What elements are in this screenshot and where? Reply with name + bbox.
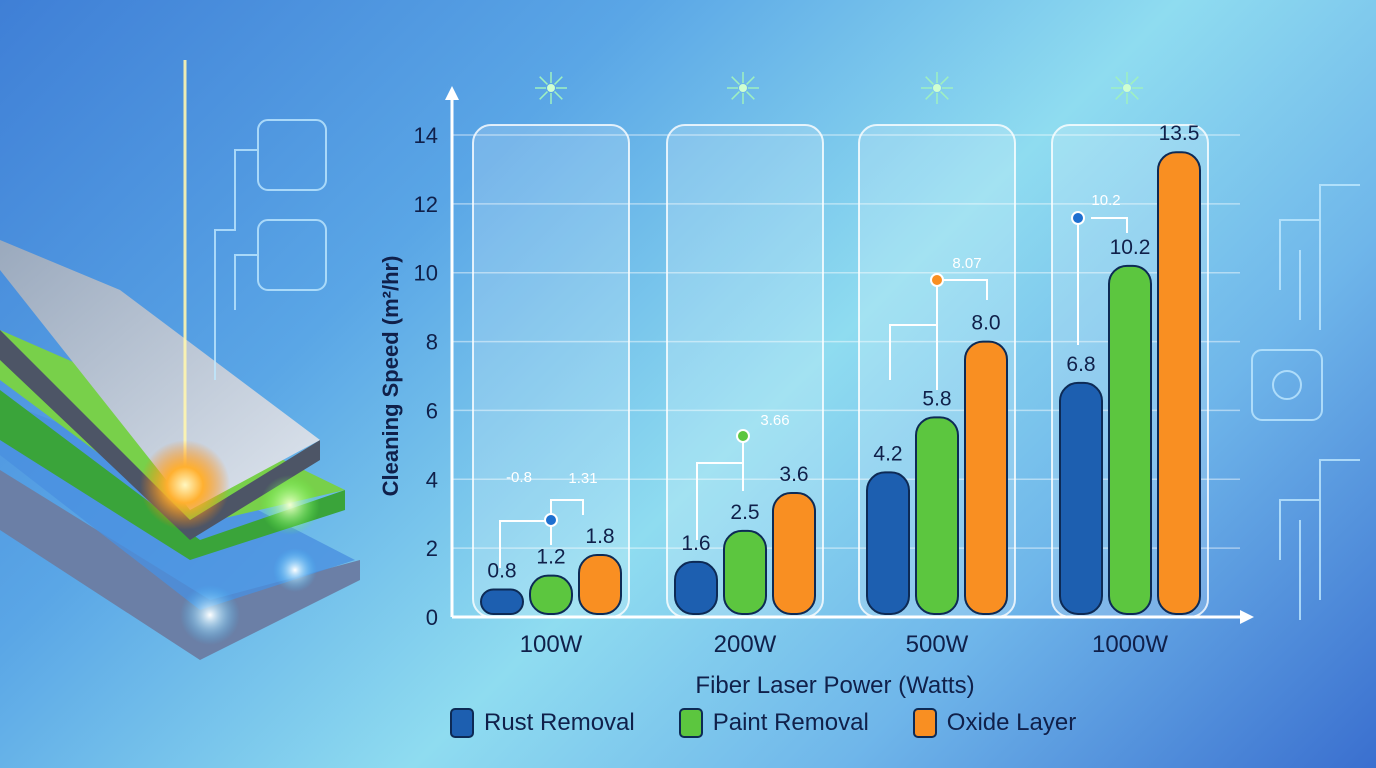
- annotation-marker: [544, 513, 558, 527]
- data-label: 13.5: [1159, 122, 1200, 145]
- data-label: 8.0: [971, 312, 1000, 335]
- laser-burst-icon: [1115, 76, 1124, 85]
- data-label: 1.2: [536, 546, 565, 569]
- data-label: 5.8: [922, 387, 951, 410]
- y-tick-label: 12: [414, 192, 438, 217]
- laser-burst-icon: [940, 76, 949, 85]
- bar-rust-removal: [480, 588, 524, 616]
- annotation-label: 1.31: [568, 470, 597, 487]
- data-label: 0.8: [487, 559, 516, 582]
- x-axis-arrow: [1240, 610, 1254, 624]
- annotation-bracket: [889, 279, 988, 390]
- legend-label: Paint Removal: [712, 709, 869, 736]
- bar-oxide-layer: [772, 492, 816, 615]
- y-tick-label: 2: [426, 536, 438, 561]
- x-tick-label: 500W: [906, 631, 969, 658]
- x-tick-label: 1000W: [1092, 631, 1168, 658]
- laser-burst-icon: [739, 84, 747, 92]
- x-tick-label: 200W: [714, 631, 777, 658]
- data-label: 2.5: [730, 501, 759, 524]
- bar-rust-removal: [1059, 381, 1103, 615]
- bar-paint-removal: [1108, 264, 1152, 615]
- laser-burst-icon: [1115, 91, 1124, 100]
- laser-burst-icon: [731, 76, 740, 85]
- laser-burst-icon: [1130, 76, 1139, 85]
- laser-burst-icon: [1123, 84, 1131, 92]
- annotation-label: -0.8: [506, 469, 532, 486]
- bar-paint-removal: [723, 529, 767, 616]
- legend: Rust Removal Paint Removal Oxide Layer: [450, 708, 1076, 738]
- laser-burst-icon: [746, 76, 755, 85]
- bar-oxide-layer: [578, 554, 622, 615]
- laser-burst-icon: [1130, 91, 1139, 100]
- annotation-marker: [1071, 211, 1085, 225]
- annotation-marker: [930, 273, 944, 287]
- y-tick-label: 8: [426, 330, 438, 355]
- y-tick-label: 10: [414, 261, 438, 286]
- laser-burst-icon: [554, 91, 563, 100]
- y-tick-label: 0: [426, 605, 438, 630]
- bar-paint-removal: [915, 416, 959, 616]
- blue-plate: [0, 470, 360, 660]
- bar-rust-removal: [674, 560, 718, 616]
- annotation-bracket: [1077, 217, 1128, 345]
- legend-swatch-rust: [450, 708, 474, 738]
- laser-burst-icon: [940, 91, 949, 100]
- legend-item-rust: Rust Removal: [450, 708, 635, 738]
- y-tick-label: 4: [426, 467, 438, 492]
- laser-burst-icon: [925, 91, 934, 100]
- bar-oxide-layer: [1157, 151, 1201, 615]
- annotation-marker: [736, 429, 750, 443]
- bar-paint-removal: [529, 574, 573, 616]
- annotation-label: 3.66: [760, 412, 789, 429]
- laser-burst-icon: [539, 76, 548, 85]
- y-axis-arrow: [445, 86, 459, 100]
- data-label: 10.2: [1110, 236, 1151, 259]
- laser-burst-icon: [554, 76, 563, 85]
- annotation-label: 10.2: [1091, 192, 1120, 209]
- data-label: 4.2: [873, 442, 902, 465]
- laser-burst-icon: [547, 84, 555, 92]
- laser-burst-icon: [933, 84, 941, 92]
- legend-label: Oxide Layer: [946, 709, 1077, 736]
- legend-swatch-oxide: [912, 708, 937, 738]
- legend-label: Rust Removal: [484, 709, 635, 736]
- y-tick-label: 6: [426, 398, 438, 423]
- bar-oxide-layer: [964, 340, 1008, 615]
- legend-item-paint: Paint Removal: [678, 708, 869, 738]
- annotation-bracket: [499, 499, 584, 568]
- data-label: 3.6: [779, 463, 808, 486]
- legend-swatch-paint: [678, 708, 703, 738]
- bar-rust-removal: [866, 471, 910, 615]
- y-axis-title: Cleaning Speed (m²/hr): [378, 256, 403, 497]
- laser-burst-icon: [539, 91, 548, 100]
- data-label: 6.8: [1066, 353, 1095, 376]
- annotation-label: 8.07: [952, 255, 981, 272]
- x-axis-title: Fiber Laser Power (Watts): [695, 672, 974, 699]
- y-tick-label: 14: [414, 123, 438, 148]
- data-label: 1.6: [681, 532, 710, 555]
- data-label: 1.8: [585, 525, 614, 548]
- laser-burst-icon: [746, 91, 755, 100]
- laser-burst-icon: [925, 76, 934, 85]
- x-tick-label: 100W: [520, 631, 583, 658]
- legend-item-oxide: Oxide Layer: [912, 708, 1077, 738]
- laser-burst-icon: [731, 91, 740, 100]
